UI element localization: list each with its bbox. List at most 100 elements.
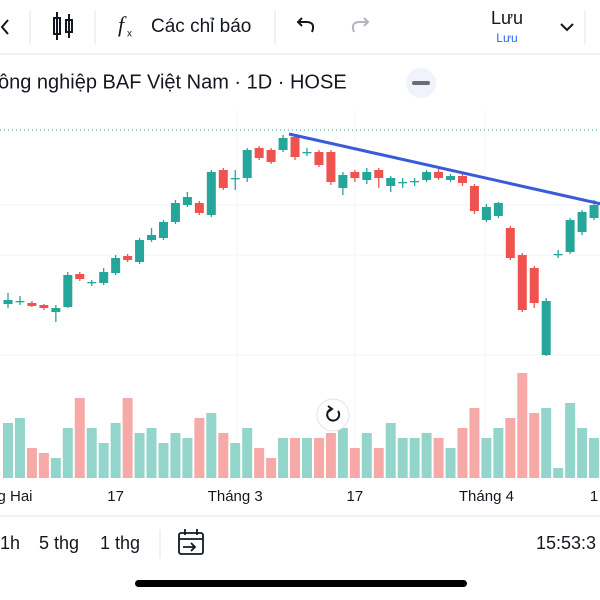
volume-bar [146,428,157,478]
candle-body [266,150,276,162]
candle-body [565,220,575,252]
redo-icon[interactable] [351,17,370,33]
volume-bar [158,443,169,478]
volume-bar [385,423,396,478]
undo-icon[interactable] [296,17,315,33]
candle-body [577,212,587,232]
range-button[interactable]: 1 thg [100,533,140,553]
candle-body [434,172,444,178]
save-menu-icon[interactable] [560,23,574,32]
volume-bar [481,438,492,478]
volume-bar [266,458,277,478]
volume-bar [361,433,372,478]
indicators-button[interactable]: Các chỉ báo [151,16,251,37]
candle-body [410,181,420,183]
volume-bar [409,438,420,478]
volume-bar [313,438,324,478]
volume-bar [541,408,552,478]
volume-bar [589,438,600,478]
candle-body [87,282,97,284]
candle-body [15,301,25,303]
candle-body [457,176,467,183]
range-button[interactable]: 5 thg [39,533,79,553]
volume-bar [98,443,109,478]
candle-body [123,256,133,260]
x-tick-label: 1 [590,488,598,505]
volume-bar [206,413,217,478]
candle-body [469,186,479,211]
volume-bar [373,448,384,478]
candle-body [374,170,384,178]
candle-body [147,235,157,240]
candle-body [505,228,515,258]
candle-body [39,305,49,308]
volume-bar [505,418,516,478]
volume-bar [3,423,13,478]
fx-icon[interactable]: f [118,12,127,37]
go-to-date-icon[interactable] [178,529,204,555]
range-button[interactable]: 1h [0,533,20,553]
candle-body [314,152,324,165]
volume-bar [50,458,61,478]
reset-icon [326,405,341,422]
volume-bar [397,438,408,478]
volume-bar [325,433,336,478]
volume-bar [349,448,360,478]
candle-body [254,148,264,158]
candle-body [111,258,121,273]
volume-bar [457,428,468,478]
x-tick-label: Tháng 3 [208,488,263,505]
volume-bar [278,438,289,478]
home-indicator [135,580,467,587]
volume-bar [170,433,181,478]
volume-bar [218,433,229,478]
volume-bar [38,453,49,478]
candle-body [481,207,491,220]
candle-body [529,268,539,303]
candle-body [194,203,204,213]
save-button[interactable]: Lưu [491,8,523,28]
volume-bar [517,373,528,478]
volume-bar [62,428,73,478]
volume-bar [421,433,432,478]
candle-body [63,275,73,307]
volume-bar [529,413,540,478]
chart-type-icon[interactable] [53,12,73,40]
volume-bar [134,433,145,478]
volume-bar [242,428,253,478]
candle-body [27,303,37,306]
volume-bar [14,418,25,478]
candle-body [170,203,180,222]
candle-body [446,176,456,180]
candle-body [218,170,228,188]
candle-body [493,203,503,216]
x-tick-label: 17 [107,488,124,505]
back-icon[interactable] [0,19,9,35]
symbol-title: ông nghiệp BAF Việt Nam · 1D · HOSE [0,71,347,93]
volume-bar [122,398,133,478]
volume-bar [565,403,576,478]
volume-bar [230,443,241,478]
reset-view-button[interactable] [316,398,350,432]
candle-body [99,272,109,283]
volume-bar [194,418,205,478]
fx-icon: x [127,29,132,40]
candle-body [302,152,312,154]
candle-body [422,172,432,180]
candle-body [338,175,348,188]
candle-body [362,172,372,180]
candle-body [278,138,288,150]
candle-body [386,178,396,186]
plot [0,129,600,478]
x-tick-label: Tháng 4 [459,488,514,505]
candle-body [75,274,85,279]
candle-body [230,178,240,180]
candle-body [589,205,599,218]
candle-body [3,300,13,304]
volume-bar [254,448,265,478]
candle-body [398,182,408,184]
candle-body [158,222,168,238]
candle-body [290,137,300,157]
